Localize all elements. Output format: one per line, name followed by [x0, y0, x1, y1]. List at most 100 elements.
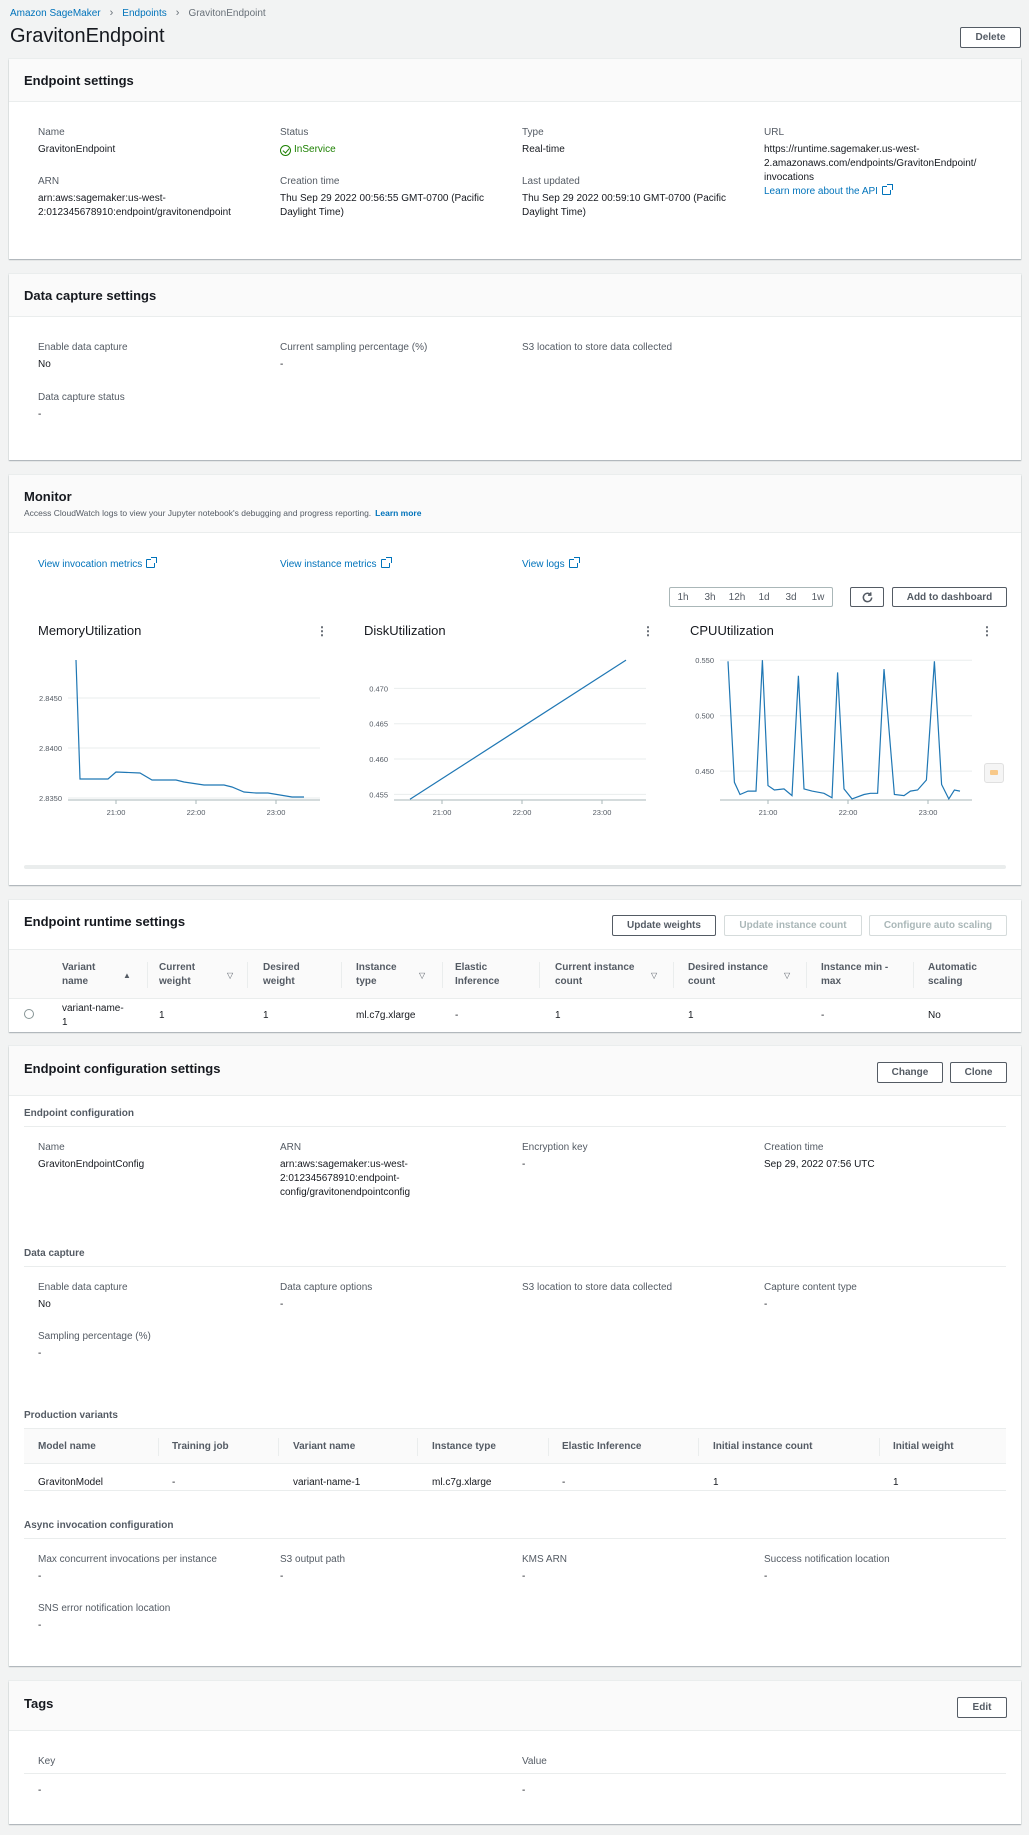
y-tick-label: 0.465	[369, 720, 388, 729]
cell-initial-weight: 1	[893, 1477, 899, 1488]
change-button[interactable]: Change	[877, 1062, 943, 1083]
breadcrumb-current: GravitonEndpoint	[188, 7, 266, 19]
breadcrumb-endpoints[interactable]: Endpoints	[122, 7, 167, 19]
chart-plot: 0.450 0.500 0.550 21:00 22:00 23:00	[695, 656, 972, 817]
url-label: URL	[764, 127, 785, 138]
async-max-value: -	[38, 1571, 42, 1582]
arn-line: arn:aws:sagemaker:us-west-	[280, 1159, 408, 1170]
chart-title: MemoryUtilization	[38, 623, 142, 638]
horizontal-scrollbar[interactable]	[24, 865, 1006, 869]
status-label: Status	[280, 127, 309, 138]
panel-title: Endpoint settings	[24, 73, 134, 88]
encryption-key-label: Encryption key	[522, 1142, 588, 1153]
model-name-link[interactable]: GravitonModel	[38, 1477, 104, 1488]
x-tick-label: 21:00	[433, 808, 452, 817]
col-variant-name[interactable]: Variant name	[62, 962, 96, 987]
external-link-icon	[380, 557, 392, 568]
col-desired-instance-count[interactable]: Desired instance count	[688, 962, 769, 987]
col-initial-instance-count: Initial instance count	[713, 1441, 813, 1452]
time-range-1w[interactable]: 1w	[811, 591, 825, 603]
row-select-radio[interactable]	[24, 1009, 34, 1019]
col-training-job: Training job	[172, 1441, 229, 1452]
col-desired-weight[interactable]: Desired weight	[263, 962, 300, 987]
name-value: GravitonEndpoint	[38, 144, 116, 155]
col-automatic-scaling[interactable]: Automatic scaling	[928, 962, 977, 987]
panel-header: Endpoint settings	[9, 59, 1021, 102]
chart-title: CPUUtilization	[690, 623, 774, 638]
panel-title: Monitor	[24, 489, 72, 504]
dc-sampling-value: -	[38, 1348, 42, 1359]
y-tick-label: 0.470	[369, 684, 388, 693]
section-async-invocation: Async invocation configuration	[24, 1520, 174, 1531]
x-tick-label: 21:00	[759, 808, 778, 817]
edit-tags-button[interactable]: Edit	[957, 1697, 1007, 1718]
enable-capture-value: No	[38, 359, 51, 370]
async-s3-value: -	[280, 1571, 284, 1582]
col-elastic-inference[interactable]: Elastic Inference	[455, 962, 500, 987]
dc-options-value: -	[280, 1299, 284, 1310]
column-divider	[158, 1438, 159, 1456]
update-weights-button[interactable]: Update weights	[612, 915, 716, 936]
learn-more-link[interactable]: Learn more	[375, 508, 422, 518]
col-instance-min-max[interactable]: Instance min - max	[821, 962, 889, 987]
endpoint-config-panel: Endpoint configuration settings Change C…	[9, 1046, 1021, 1666]
config-arn-value: arn:aws:sagemaker:us-west- 2:01234567891…	[280, 1158, 410, 1200]
learn-api-link[interactable]: Learn more about the API	[764, 184, 976, 199]
url-line: https://runtime.sagemaker.us-west-	[764, 144, 920, 155]
config-creation-label: Creation time	[764, 1142, 824, 1153]
more-options-icon[interactable]: ⋮	[642, 624, 654, 638]
chevron-right-icon: ›	[109, 7, 114, 19]
capture-status-value: -	[38, 409, 42, 420]
time-range-1d[interactable]: 1d	[758, 591, 770, 603]
refresh-button[interactable]	[850, 587, 884, 607]
panel-header: Data capture settings	[9, 274, 1021, 317]
view-logs-link[interactable]: View logs	[522, 557, 580, 572]
col-instance-type[interactable]: Instance type	[356, 962, 397, 987]
delete-button[interactable]: Delete	[960, 27, 1021, 48]
cell-variant-name: variant-name-1	[293, 1477, 361, 1488]
column-divider	[442, 962, 443, 988]
col-current-instance-count[interactable]: Current instance count	[555, 962, 635, 987]
status-text: InService	[294, 144, 336, 155]
update-instance-count-button[interactable]: Update instance count	[724, 915, 862, 936]
column-divider	[147, 962, 148, 988]
more-options-icon[interactable]: ⋮	[981, 624, 993, 638]
y-tick-label: 0.450	[695, 767, 714, 776]
learn-api-label: Learn more about the API	[764, 186, 878, 197]
x-tick-label: 22:00	[187, 808, 206, 817]
clone-button[interactable]: Clone	[950, 1062, 1007, 1083]
time-range-12h[interactable]: 12h	[728, 591, 746, 603]
x-tick-label: 22:00	[513, 808, 532, 817]
arn-value: arn:aws:sagemaker:us-west- 2:01234567891…	[38, 192, 231, 220]
time-range-3h[interactable]: 3h	[704, 591, 716, 603]
async-kms-label: KMS ARN	[522, 1554, 568, 1565]
sort-icon: ▽	[227, 971, 234, 980]
col-current-weight[interactable]: Current weight	[159, 962, 196, 987]
column-divider	[806, 962, 807, 988]
more-options-icon[interactable]: ⋮	[316, 624, 328, 638]
invocation-metrics-link[interactable]: View invocation metrics	[38, 557, 158, 572]
breadcrumb-sagemaker[interactable]: Amazon SageMaker	[10, 7, 101, 19]
add-to-dashboard-button[interactable]: Add to dashboard	[892, 587, 1007, 607]
sort-icon: ▽	[651, 971, 658, 980]
time-range-1h[interactable]: 1h	[677, 591, 689, 603]
column-divider	[341, 962, 342, 988]
instance-metrics-link[interactable]: View instance metrics	[280, 557, 392, 572]
cell-training-job: -	[172, 1477, 176, 1488]
feedback-widget-icon[interactable]	[984, 763, 1004, 783]
updated-line: Thu Sep 29 2022 00:59:10 GMT-0700 (Pacif…	[522, 193, 727, 204]
arn-line: arn:aws:sagemaker:us-west-	[38, 193, 166, 204]
configure-auto-scaling-button[interactable]: Configure auto scaling	[869, 915, 1007, 936]
x-tick-label: 23:00	[267, 808, 286, 817]
cell-current-count: 1	[555, 1010, 561, 1021]
y-tick-label: 0.500	[695, 712, 714, 721]
time-range-3d[interactable]: 3d	[785, 591, 797, 603]
column-divider	[247, 962, 248, 988]
panel-header: Monitor Access CloudWatch logs to view y…	[9, 475, 1021, 533]
y-tick-label: 0.455	[369, 790, 388, 799]
updated-line: Daylight Time)	[522, 207, 586, 218]
divider	[24, 1773, 1006, 1774]
sort-ascending-icon: ▲	[123, 971, 131, 980]
config-name-label: Name	[38, 1142, 65, 1153]
sort-icon: ▽	[784, 971, 791, 980]
